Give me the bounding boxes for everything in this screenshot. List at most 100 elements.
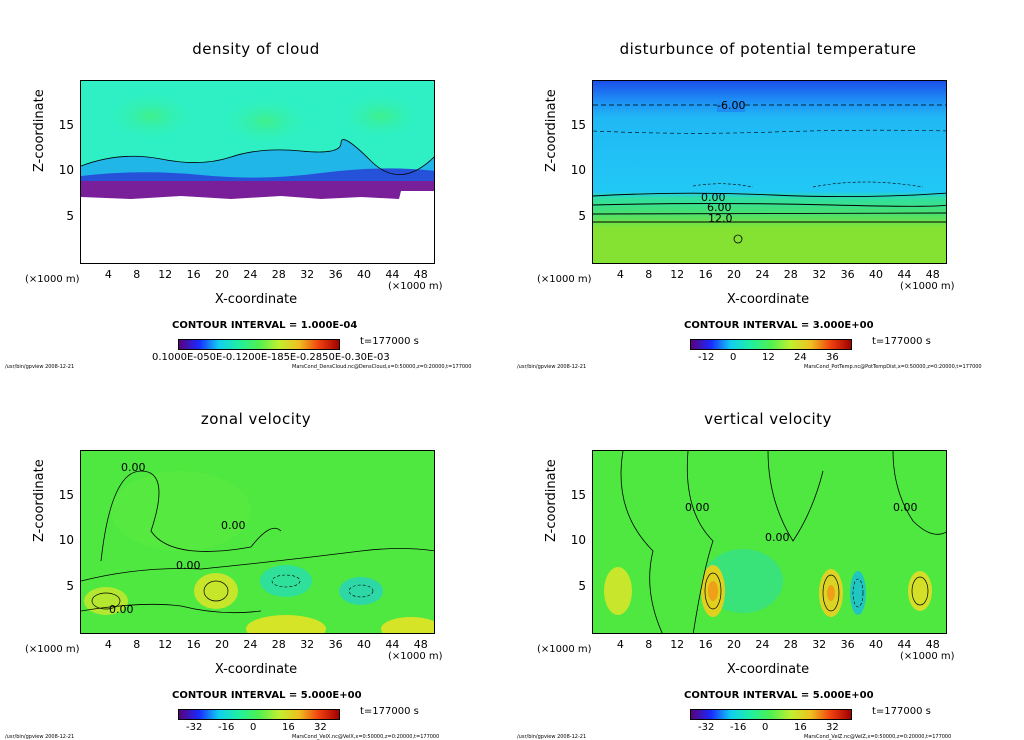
plot-area: -6.00 0.00 6.00 12.0 xyxy=(592,80,947,264)
panel-vertical-velocity: vertical velocity 0.00 0.00 0.00 Z-coord… xyxy=(512,370,1024,740)
footer-right: MarsCond_DensCloud.nc@DensCloud,x=0:5000… xyxy=(292,364,472,370)
x-tick-label: 4 xyxy=(104,268,112,281)
chart-title: zonal velocity xyxy=(200,410,312,428)
x-tick-label: 8 xyxy=(645,268,653,281)
chart-title: vertical velocity xyxy=(704,410,832,428)
x-tick-label: 24 xyxy=(755,638,770,651)
colorbar-tick-label: 24 xyxy=(794,352,807,363)
y-tick: 10 xyxy=(570,533,586,547)
footer-left: /usr/bin/gpview 2008-12-21 xyxy=(5,734,75,740)
x-tick-label: 4 xyxy=(616,638,624,651)
x-tick-label: 20 xyxy=(215,268,229,281)
chart-title: disturbunce of potential temperature xyxy=(619,40,917,58)
contour-label: 0.00 xyxy=(701,191,726,204)
y-axis-label: Z-coordinate xyxy=(544,459,559,542)
colorbar-tick-label: 36 xyxy=(826,352,839,363)
x-tick-label: 32 xyxy=(812,268,827,281)
panel-potential-temperature: disturbunce of potential temperature xyxy=(512,0,1024,370)
contour-interval: CONTOUR INTERVAL = 3.000E+00 xyxy=(684,320,874,331)
y-tick: 15 xyxy=(58,488,74,502)
x-tick-label: 16 xyxy=(186,638,201,651)
y-tick: 15 xyxy=(570,118,586,132)
x-tick-label: 28 xyxy=(783,638,798,651)
x-tick-label: 44 xyxy=(897,638,912,651)
contour-label: -6.00 xyxy=(717,99,746,112)
x-tick-label: 28 xyxy=(271,268,286,281)
footer-left: /usr/bin/gpview 2008-12-21 xyxy=(517,734,587,740)
x-tick-label: 32 xyxy=(812,638,827,651)
x-unit-right: (×1000 m) xyxy=(388,281,443,292)
y-tick: 10 xyxy=(58,163,74,177)
y-axis-label: Z-coordinate xyxy=(32,89,47,172)
plot-area xyxy=(80,80,435,264)
colorbar-labels: 0.1000E-050E-0.1200E-185E-0.2850E-0.30E-… xyxy=(152,352,390,363)
contour-label: 0.00 xyxy=(765,531,790,544)
chart-title: density of cloud xyxy=(192,40,320,58)
contour-label: 0.00 xyxy=(176,559,201,572)
colorbar-tick-label: 0 xyxy=(250,722,257,733)
contour-interval: CONTOUR INTERVAL = 5.000E+00 xyxy=(172,690,362,701)
x-tick-label: 40 xyxy=(869,638,883,651)
colorbar-tick-label: -32 xyxy=(186,722,203,733)
contour-interval: CONTOUR INTERVAL = 1.000E-04 xyxy=(172,320,358,331)
x-tick-label: 32 xyxy=(300,268,315,281)
colorbar xyxy=(178,709,340,720)
x-unit-right: (×1000 m) xyxy=(900,651,955,662)
x-tick-label: 40 xyxy=(357,268,371,281)
x-tick-label: 44 xyxy=(385,268,400,281)
contour-interval: CONTOUR INTERVAL = 5.000E+00 xyxy=(684,690,874,701)
x-tick-label: 48 xyxy=(413,638,428,651)
x-tick-label: 4 xyxy=(616,268,624,281)
colorbar-tick-label: -16 xyxy=(730,722,747,733)
x-unit-left: (×1000 m) xyxy=(25,274,80,285)
x-tick-label: 24 xyxy=(755,268,770,281)
x-tick-label: 48 xyxy=(413,268,428,281)
x-tick-label: 36 xyxy=(328,638,343,651)
y-tick: 5 xyxy=(578,209,586,223)
x-tick-label: 4 xyxy=(104,638,112,651)
vertical-velocity-field xyxy=(593,451,946,633)
x-tick-label: 12 xyxy=(670,638,685,651)
x-unit-left: (×1000 m) xyxy=(25,644,80,655)
time-label: t=177000 s xyxy=(360,706,419,717)
time-label: t=177000 s xyxy=(872,336,931,347)
y-tick: 5 xyxy=(66,579,74,593)
x-unit-right: (×1000 m) xyxy=(900,281,955,292)
contour-label: 12.0 xyxy=(708,212,733,225)
x-tick-label: 48 xyxy=(925,638,940,651)
colorbar xyxy=(690,339,852,350)
y-axis-label: Z-coordinate xyxy=(544,89,559,172)
x-tick-label: 16 xyxy=(698,638,713,651)
x-axis-label: X-coordinate xyxy=(726,292,810,307)
x-tick-label: 20 xyxy=(215,638,229,651)
x-tick-label: 20 xyxy=(727,268,741,281)
contour-label: 0.00 xyxy=(221,519,246,532)
colorbar-tick-label: -12 xyxy=(698,352,715,363)
time-label: t=177000 s xyxy=(360,336,419,347)
y-tick: 15 xyxy=(58,118,74,132)
colorbar xyxy=(690,709,852,720)
x-tick-label: 44 xyxy=(385,638,400,651)
x-unit-right: (×1000 m) xyxy=(388,651,443,662)
time-label: t=177000 s xyxy=(872,706,931,717)
x-unit-left: (×1000 m) xyxy=(537,274,592,285)
x-tick-label: 36 xyxy=(328,268,343,281)
footer-left: /usr/bin/gpview 2008-12-21 xyxy=(517,364,587,370)
y-tick: 10 xyxy=(58,533,74,547)
contour-label: 6.00 xyxy=(707,201,732,214)
plot-area: 0.00 0.00 0.00 0.00 xyxy=(80,450,435,634)
x-axis-label: X-coordinate xyxy=(214,292,298,307)
x-tick-label: 12 xyxy=(670,268,685,281)
x-tick-label: 28 xyxy=(271,638,286,651)
x-tick-label: 48 xyxy=(925,268,940,281)
x-tick-label: 12 xyxy=(158,268,173,281)
panel-zonal-velocity: zonal velocity 0.00 0.00 0.00 0.00 Z-coo… xyxy=(0,370,512,740)
y-axis-label: Z-coordinate xyxy=(32,459,47,542)
y-tick: 5 xyxy=(66,209,74,223)
contour-label: 0.00 xyxy=(109,603,134,616)
colorbar-tick-label: 32 xyxy=(314,722,327,733)
x-tick-label: 36 xyxy=(840,268,855,281)
x-tick-label: 36 xyxy=(840,638,855,651)
y-tick: 10 xyxy=(570,163,586,177)
